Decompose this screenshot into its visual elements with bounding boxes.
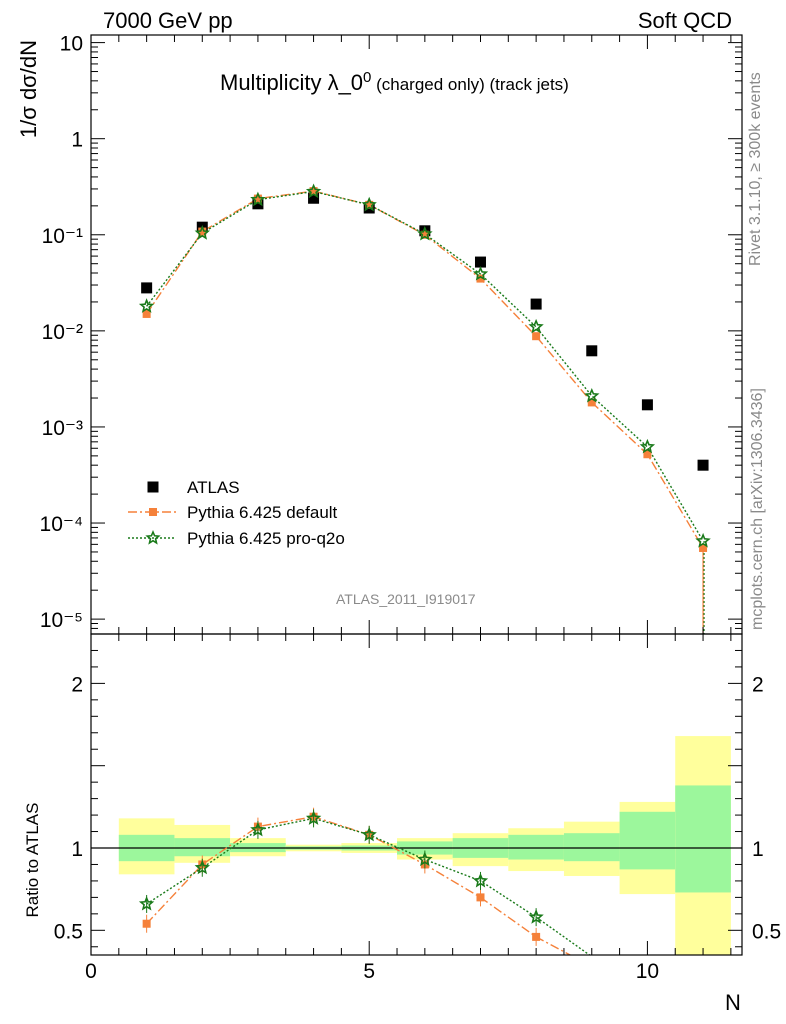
main-point xyxy=(138,298,155,313)
y-tick-label: 10⁻⁵ xyxy=(40,609,83,632)
main-point xyxy=(365,200,374,209)
chart-text: 10 1 10⁻¹ 10⁻² 10⁻³ 10⁻⁴ 10⁻⁵ 0.5 0.5 1 1 2 2 0 5 10 N 1/… xyxy=(16,33,781,1015)
legend-label: Pythia 6.425 pro-q2o xyxy=(187,529,345,548)
main-point xyxy=(587,398,596,407)
main-point xyxy=(142,309,151,318)
y-tick-label: 1 xyxy=(71,129,83,152)
ratio-point xyxy=(532,932,541,941)
ratio-point xyxy=(250,821,266,837)
main-point xyxy=(697,459,709,471)
main-point xyxy=(639,438,656,454)
main-point xyxy=(309,187,318,196)
main-point xyxy=(699,543,708,552)
legend-label: Pythia 6.425 default xyxy=(187,503,338,522)
category-label: Soft QCD xyxy=(637,8,732,33)
band-inner xyxy=(675,785,731,893)
ratio-point xyxy=(417,851,433,867)
axis-ticks xyxy=(90,35,742,955)
ratio-point xyxy=(472,872,489,888)
y-tick-label: 10⁻⁴ xyxy=(40,513,83,536)
legend-label: ATLAS xyxy=(187,478,240,497)
main-point xyxy=(472,266,489,281)
main-point xyxy=(474,256,486,268)
y-axis-label: 1/σ dσ/dN xyxy=(16,40,41,138)
main-point xyxy=(641,399,653,411)
ratio-point xyxy=(138,895,155,911)
y-tick-label: 10⁻¹ xyxy=(42,225,83,248)
band-inner xyxy=(508,834,564,860)
main-point xyxy=(528,318,544,334)
legend-marker xyxy=(145,529,161,545)
ratio-point xyxy=(528,908,544,924)
rivet-version-label: Rivet 3.1.10, ≥ 300k events xyxy=(747,72,764,266)
main-point xyxy=(530,298,542,310)
y-tick-label: 10⁻² xyxy=(42,321,83,344)
ratio-y-tick-label-right: 2 xyxy=(752,673,764,696)
x-tick-label: 10 xyxy=(636,960,659,983)
ratio-y-tick-label: 2 xyxy=(71,673,83,696)
ratio-point xyxy=(361,826,377,842)
band-inner xyxy=(174,838,231,857)
main-point xyxy=(695,532,711,548)
legend: ATLAS Pythia 6.425 default Pythia 6.425 pr… xyxy=(128,478,345,548)
ratio-point xyxy=(142,919,151,928)
y-tick-label: 10⁻³ xyxy=(42,417,83,440)
ratio-point xyxy=(476,893,485,902)
legend-marker xyxy=(147,481,159,493)
main-point xyxy=(198,227,207,236)
energy-label: 7000 GeV pp xyxy=(103,8,233,33)
analysis-id-label: ATLAS_2011_I919017 xyxy=(336,591,476,607)
band-inner xyxy=(619,811,676,870)
ratio-uncertainty-bands xyxy=(118,736,731,955)
main-point xyxy=(532,332,541,341)
main-point xyxy=(305,183,322,199)
main-point xyxy=(584,387,600,403)
main-point xyxy=(252,198,264,210)
ratio-frame xyxy=(90,633,743,956)
chart-title-suffix: (charged only) (track jets) xyxy=(371,75,568,94)
ratio-point xyxy=(194,859,211,875)
ratio-y-tick-label: 1 xyxy=(71,838,83,861)
main-point xyxy=(308,192,320,204)
y-tick-label: 10 xyxy=(60,33,83,56)
main-point xyxy=(420,230,429,239)
x-tick-label: 5 xyxy=(363,960,375,983)
main-point xyxy=(250,191,266,207)
main-point xyxy=(643,450,652,459)
ratio-point xyxy=(305,810,322,825)
legend-marker xyxy=(149,508,157,516)
data-points xyxy=(138,183,711,946)
main-point xyxy=(141,282,153,294)
main-point xyxy=(194,224,211,240)
ratio-y-axis-label: Ratio to ATLAS xyxy=(23,803,42,918)
mcplots-source-label: mcplots.cern.ch [arXiv:1306.3436] xyxy=(749,388,766,630)
plot-frames xyxy=(90,34,743,956)
chart-title: Multiplicity λ_00 (charged only) (track … xyxy=(220,69,569,95)
ratio-y-tick-label: 0.5 xyxy=(54,920,83,943)
ratio-y-tick-label-right: 1 xyxy=(752,838,764,861)
main-point xyxy=(253,194,262,203)
main-point xyxy=(361,196,377,212)
x-axis-label: N xyxy=(725,990,741,1015)
main-point xyxy=(586,345,598,357)
x-tick-label: 0 xyxy=(85,960,97,983)
band-inner xyxy=(563,833,620,862)
main-point xyxy=(417,225,433,241)
ratio-y-tick-label-right: 0.5 xyxy=(752,920,781,943)
chart-title-sup: 0 xyxy=(363,69,371,86)
chart-title-main: Multiplicity λ_0 xyxy=(220,70,363,95)
main-point xyxy=(476,274,485,283)
